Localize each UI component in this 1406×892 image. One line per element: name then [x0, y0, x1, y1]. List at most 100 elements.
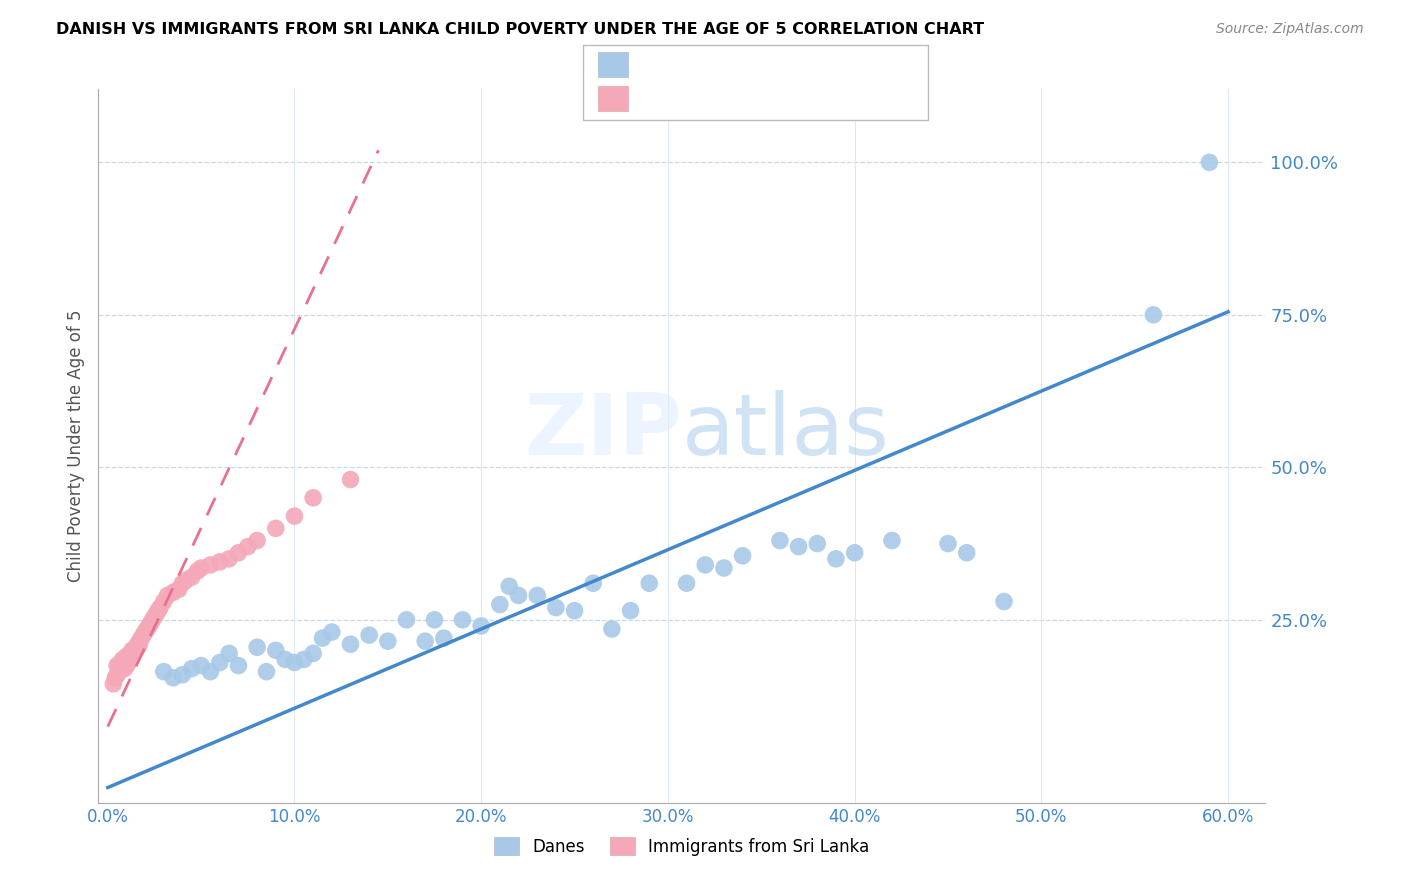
Point	[413, 634, 436, 648]
Point	[143, 609, 166, 624]
Point	[695, 558, 717, 572]
Point	[138, 619, 160, 633]
Point	[190, 658, 212, 673]
Point	[108, 665, 131, 679]
Point	[103, 677, 125, 691]
Point	[302, 491, 325, 505]
Point	[844, 546, 866, 560]
Point	[136, 622, 159, 636]
Point	[115, 649, 138, 664]
Point	[174, 573, 197, 587]
Point	[423, 613, 446, 627]
Point	[433, 631, 456, 645]
Point	[208, 555, 231, 569]
Point	[246, 533, 269, 548]
Point	[105, 667, 128, 681]
Point	[120, 652, 142, 666]
Point	[274, 652, 297, 666]
Point	[180, 570, 202, 584]
Point	[145, 607, 167, 621]
Point	[152, 665, 174, 679]
Point	[359, 628, 381, 642]
Point	[787, 540, 810, 554]
Point	[110, 662, 132, 676]
Point	[806, 536, 828, 550]
Point	[122, 646, 145, 660]
Point	[956, 546, 979, 560]
Point	[121, 649, 143, 664]
Point	[395, 613, 418, 627]
Point	[218, 646, 240, 660]
Point	[825, 551, 848, 566]
Point	[139, 615, 162, 630]
Point	[132, 628, 155, 642]
Point	[339, 637, 361, 651]
Point	[582, 576, 605, 591]
Point	[167, 582, 190, 597]
Point	[302, 646, 325, 660]
Point	[200, 558, 222, 572]
Point	[108, 658, 131, 673]
Point	[377, 634, 399, 648]
Point	[769, 533, 792, 548]
Point	[564, 604, 586, 618]
Point	[236, 540, 259, 554]
Point	[321, 625, 343, 640]
Point	[600, 622, 623, 636]
Point	[162, 671, 184, 685]
Point	[190, 561, 212, 575]
Point	[1198, 155, 1220, 169]
Point	[880, 533, 903, 548]
Point	[142, 613, 165, 627]
Point	[218, 551, 240, 566]
Point	[489, 598, 512, 612]
Point	[111, 658, 134, 673]
Point	[451, 613, 474, 627]
Point	[208, 656, 231, 670]
Point	[283, 656, 305, 670]
Point	[149, 600, 172, 615]
Point	[675, 576, 697, 591]
Text: ZIP: ZIP	[524, 390, 682, 474]
Point	[156, 589, 179, 603]
Point	[162, 585, 184, 599]
Point	[498, 579, 520, 593]
Point	[152, 594, 174, 608]
Point	[544, 600, 567, 615]
Point	[110, 656, 132, 670]
Point	[117, 656, 139, 670]
Text: Source: ZipAtlas.com: Source: ZipAtlas.com	[1216, 22, 1364, 37]
Point	[146, 604, 169, 618]
Point	[121, 643, 143, 657]
Point	[127, 637, 149, 651]
Point	[111, 652, 134, 666]
Point	[339, 473, 361, 487]
Point	[526, 589, 548, 603]
Point	[117, 649, 139, 664]
Point	[186, 564, 208, 578]
Point	[936, 536, 959, 550]
Point	[125, 640, 148, 655]
Point	[311, 631, 333, 645]
Point	[246, 640, 269, 655]
Point	[115, 658, 138, 673]
Point	[264, 521, 287, 535]
Point	[638, 576, 661, 591]
Point	[508, 589, 530, 603]
Point	[172, 667, 194, 681]
Point	[114, 662, 136, 676]
Point	[256, 665, 278, 679]
Point	[128, 637, 150, 651]
Point	[283, 509, 305, 524]
Point	[128, 634, 150, 648]
Point	[131, 631, 153, 645]
Text: R = 0.640   N = 52: R = 0.640 N = 52	[640, 56, 810, 74]
Point	[731, 549, 754, 563]
Point	[125, 643, 148, 657]
Point	[470, 619, 492, 633]
Point	[134, 625, 156, 640]
Legend: Danes, Immigrants from Sri Lanka: Danes, Immigrants from Sri Lanka	[488, 830, 876, 863]
Point	[200, 665, 222, 679]
Point	[127, 640, 149, 655]
Point	[619, 604, 641, 618]
